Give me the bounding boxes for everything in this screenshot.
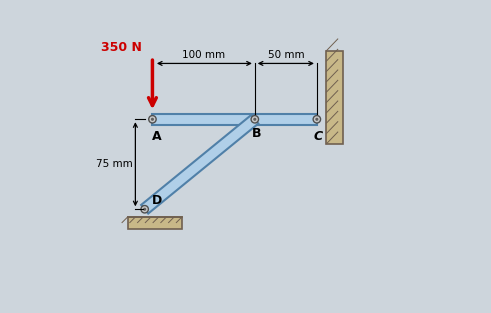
Text: 75 mm: 75 mm	[96, 159, 133, 169]
Circle shape	[251, 115, 259, 123]
Text: A: A	[152, 131, 162, 143]
Circle shape	[313, 115, 321, 123]
Circle shape	[315, 118, 319, 121]
Circle shape	[141, 206, 148, 213]
Circle shape	[151, 118, 154, 121]
Bar	[326, 51, 343, 144]
Text: B: B	[251, 127, 261, 140]
Circle shape	[253, 118, 256, 121]
Text: C: C	[314, 131, 323, 143]
Polygon shape	[141, 115, 258, 213]
Bar	[128, 217, 182, 229]
Text: 100 mm: 100 mm	[182, 50, 225, 60]
Text: D: D	[152, 194, 162, 207]
Polygon shape	[152, 114, 317, 125]
Text: 50 mm: 50 mm	[268, 50, 304, 60]
Circle shape	[143, 208, 146, 211]
Circle shape	[149, 115, 156, 123]
Text: 350 N: 350 N	[101, 41, 141, 54]
